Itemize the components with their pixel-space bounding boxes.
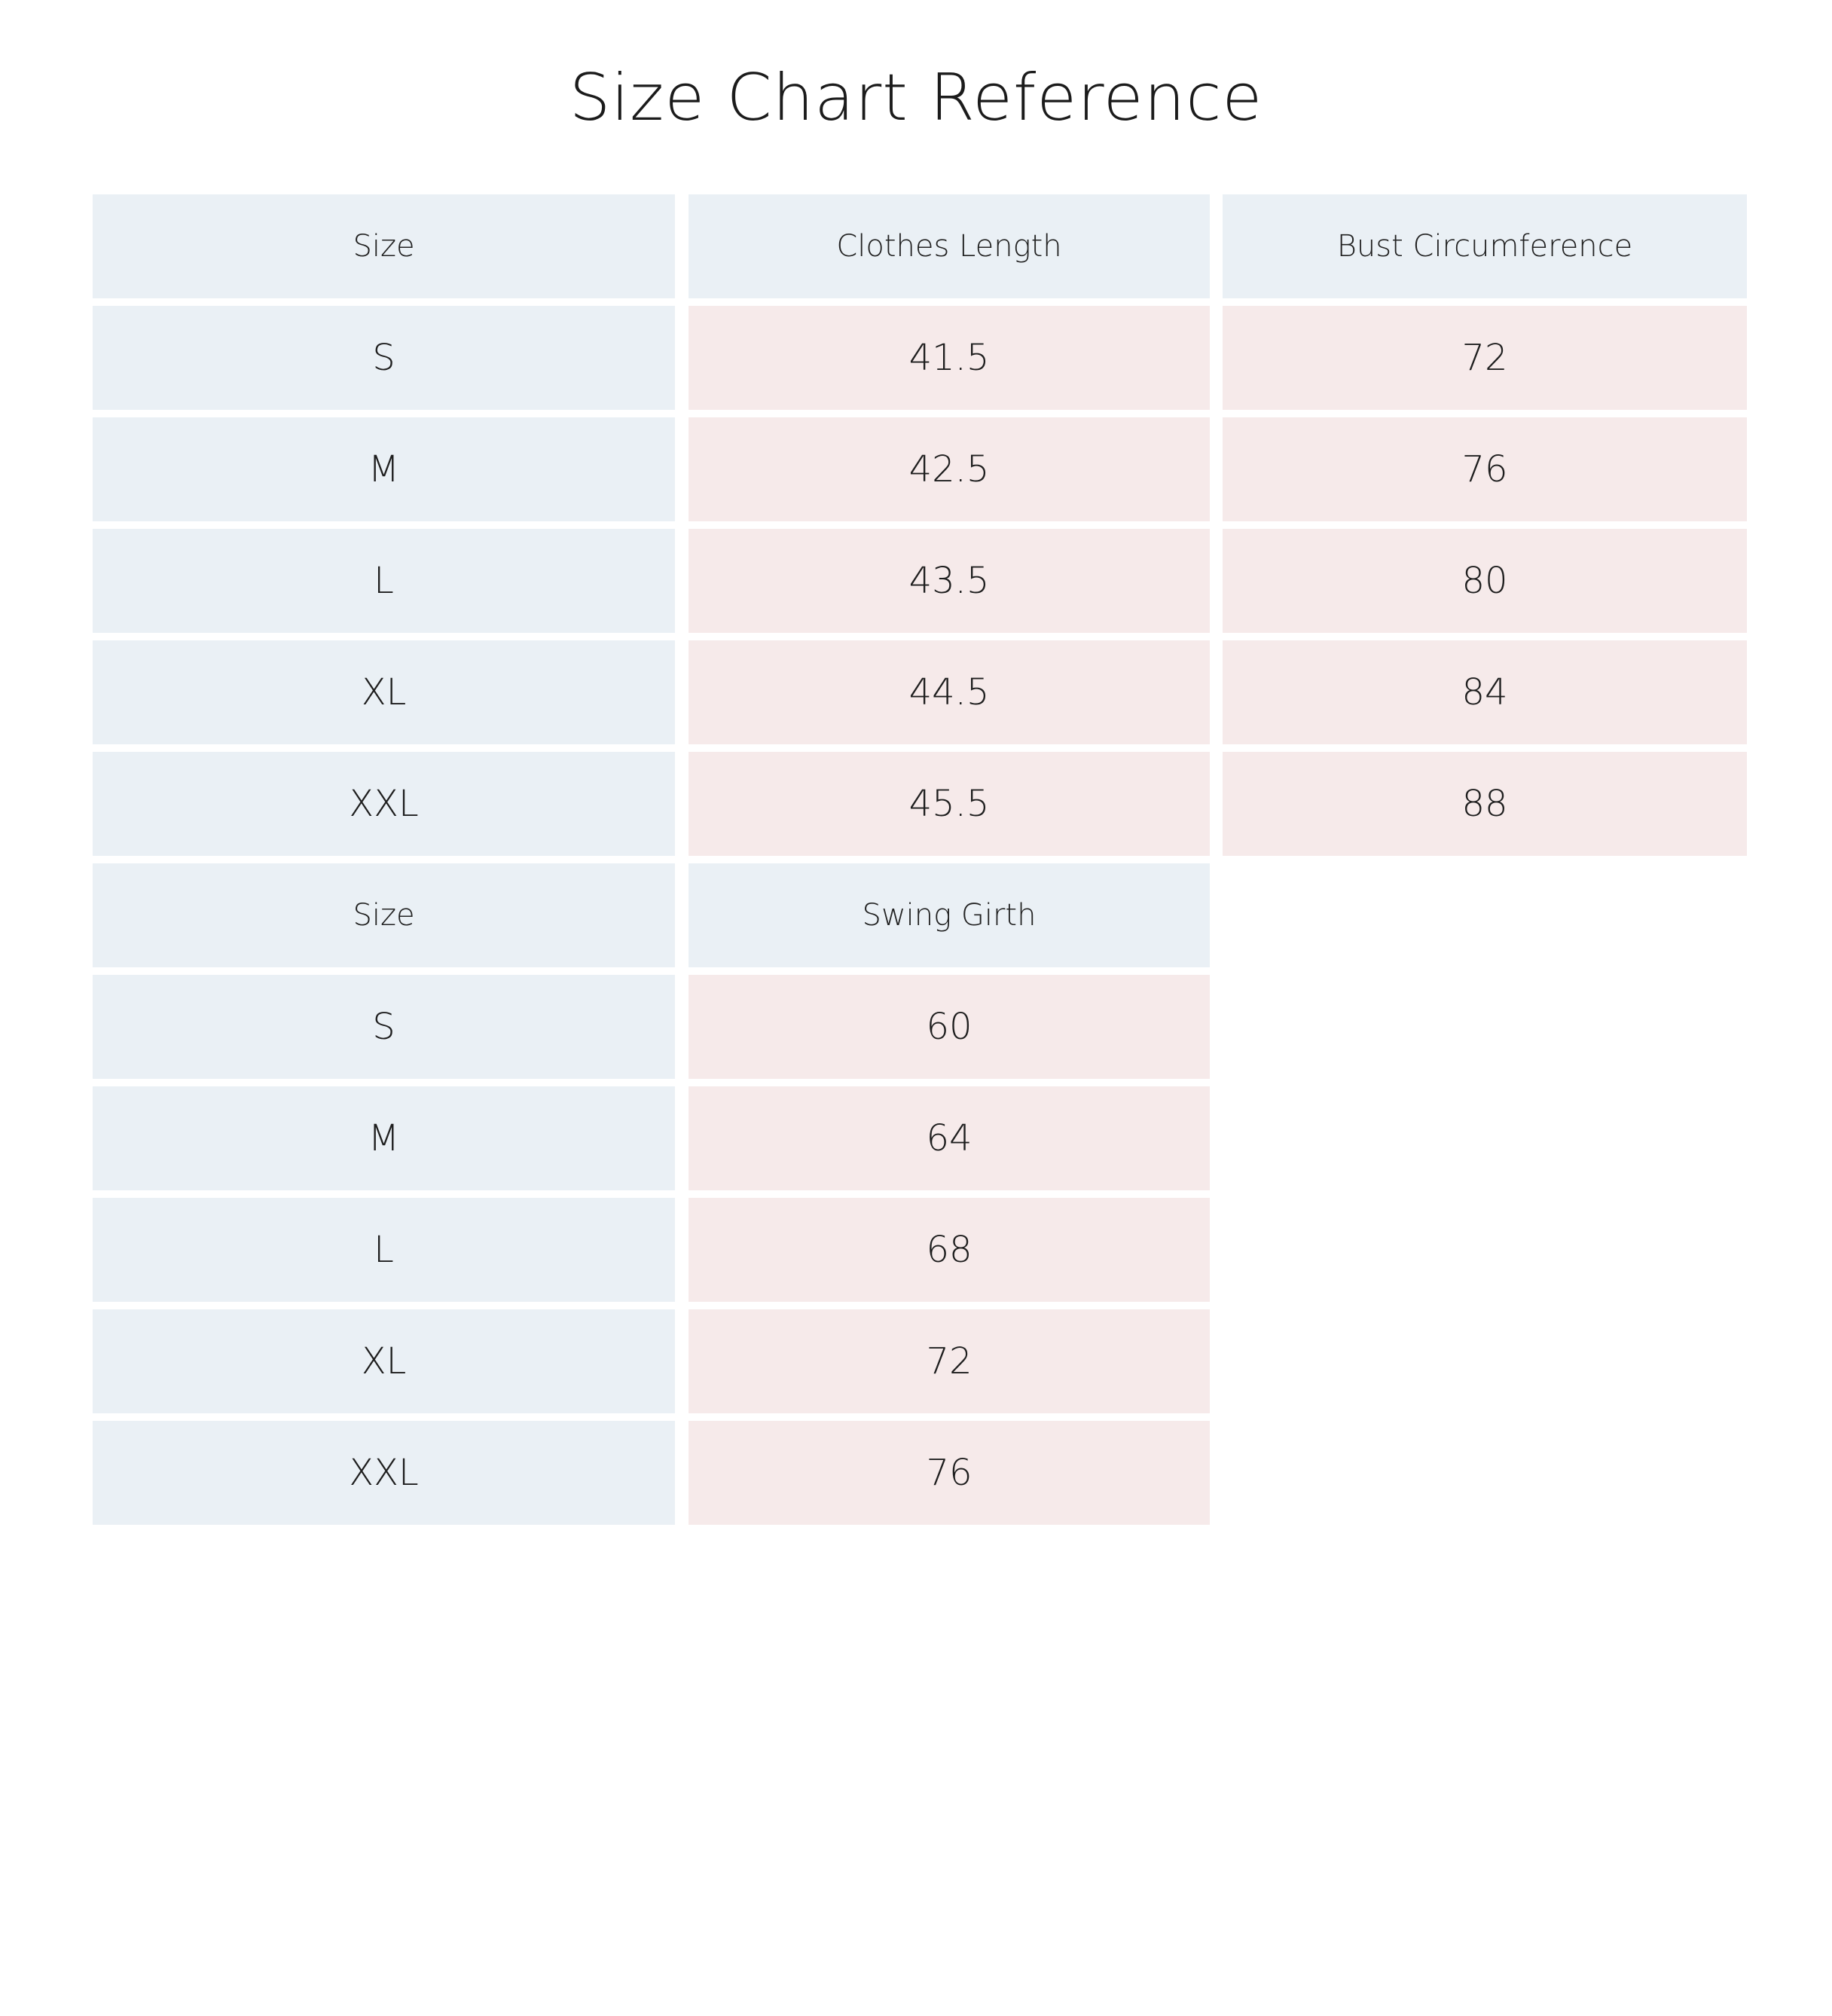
table-row-size-label: S bbox=[93, 306, 675, 410]
page-title: Size Chart Reference bbox=[569, 60, 1263, 136]
table-cell-swing-girth: 60 bbox=[689, 975, 1210, 1079]
table-row-size-label: XL bbox=[93, 640, 675, 744]
table-cell-swing-girth: 72 bbox=[689, 1309, 1210, 1413]
table-row-size-label: M bbox=[93, 417, 675, 521]
table-header-clothes-length: Clothes Length bbox=[689, 194, 1210, 298]
table-cell-clothes-length: 45.5 bbox=[689, 752, 1210, 856]
table-row-size-label: L bbox=[93, 1198, 675, 1302]
table-header-size: Size bbox=[93, 194, 675, 298]
table-cell-bust-circumference: 88 bbox=[1223, 752, 1747, 856]
table-cell-bust-circumference: 84 bbox=[1223, 640, 1747, 744]
table-cell-bust-circumference: 76 bbox=[1223, 417, 1747, 521]
table-cell-swing-girth: 68 bbox=[689, 1198, 1210, 1302]
table-row-size-label: L bbox=[93, 529, 675, 633]
table-cell-clothes-length: 44.5 bbox=[689, 640, 1210, 744]
table-row-size-label: M bbox=[93, 1086, 675, 1190]
table-cell-bust-circumference: 80 bbox=[1223, 529, 1747, 633]
table-header-bust-circumference: Bust Circumference bbox=[1223, 194, 1747, 298]
table-cell-clothes-length: 43.5 bbox=[689, 529, 1210, 633]
table-cell-bust-circumference: 72 bbox=[1223, 306, 1747, 410]
table-cell-swing-girth: 64 bbox=[689, 1086, 1210, 1190]
table-cell-clothes-length: 42.5 bbox=[689, 417, 1210, 521]
table-row-size-label: S bbox=[93, 975, 675, 1079]
table-header-size: Size bbox=[93, 863, 675, 967]
table-row-size-label: XL bbox=[93, 1309, 675, 1413]
table-row-size-label: XXL bbox=[93, 752, 675, 856]
table-row-size-label: XXL bbox=[93, 1421, 675, 1525]
table-cell-clothes-length: 41.5 bbox=[689, 306, 1210, 410]
table-cell-swing-girth: 76 bbox=[689, 1421, 1210, 1525]
table-header-swing-girth: Swing Girth bbox=[689, 863, 1210, 967]
